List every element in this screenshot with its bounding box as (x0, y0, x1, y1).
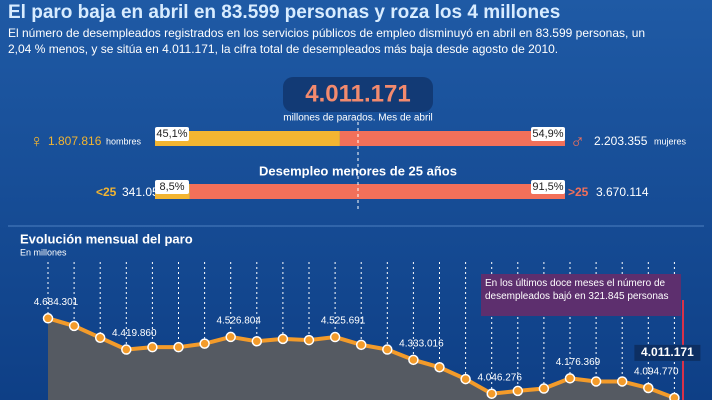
value-label: 4.094.770 (634, 367, 679, 378)
point (460, 373, 471, 385)
point (643, 382, 654, 394)
chart-title: Evolución mensual del paro (20, 231, 193, 246)
annotation: En los últimos doce meses el número de d… (485, 278, 669, 302)
value-label: 4.046.276 (477, 372, 522, 383)
total-caption: millones de parados. Mes de abril (283, 113, 433, 124)
area (48, 318, 675, 400)
chart-subtitle: En millones (20, 247, 67, 257)
point (486, 388, 497, 399)
share-bar-left (155, 131, 340, 146)
point (251, 336, 263, 347)
share-tag-bg (155, 127, 189, 141)
point (303, 334, 315, 346)
share-label: 45,1% (156, 128, 187, 140)
point (277, 333, 289, 345)
point (669, 392, 680, 400)
left-label: hombres (106, 136, 142, 146)
left-count: 341.057 (122, 185, 166, 199)
value-label: 4.684.301 (34, 297, 79, 308)
point (590, 376, 602, 387)
value-label: 4.011.171 (641, 345, 694, 359)
title: El paro baja en abril en 83.599 personas… (8, 2, 560, 23)
right-label: mujeres (654, 136, 687, 146)
point (512, 385, 524, 397)
male-icon: ♂ (570, 131, 585, 153)
value-label: 4.333.016 (399, 338, 444, 349)
left-count: 1.807.816 (48, 134, 102, 148)
share-label: 54,9% (532, 128, 563, 140)
point (408, 354, 419, 366)
share-label: 8,5% (159, 181, 184, 193)
point (434, 362, 445, 373)
point (616, 376, 628, 387)
point (42, 313, 54, 324)
point (538, 383, 550, 394)
point (225, 331, 236, 343)
point (68, 320, 80, 332)
point (382, 344, 393, 355)
right-tag: >25 (568, 185, 589, 199)
point (147, 341, 158, 353)
point (94, 332, 106, 343)
value-label: 4.525.691 (321, 316, 366, 327)
left-tag: <25 (96, 185, 117, 199)
share-tag-bg (531, 180, 565, 194)
value-label-bg (634, 344, 701, 361)
total-box (283, 77, 433, 112)
total-value: 4.011.171 (305, 80, 410, 107)
value-label: 4.176.369 (556, 357, 601, 368)
share-bar-right (189, 184, 565, 199)
point (199, 338, 210, 349)
annotation-box (481, 274, 681, 316)
point (355, 339, 367, 351)
right-count: 2.203.355 (594, 134, 648, 148)
share-label: 91,5% (532, 181, 563, 193)
annotation-text: En los últimos doce meses el número de d… (485, 278, 669, 302)
share-tag-bg (531, 127, 565, 141)
point (329, 331, 341, 343)
point (564, 373, 576, 384)
right-count: 3.670.114 (596, 185, 649, 199)
female-icon: ♀ (30, 131, 44, 151)
share-bar-right (339, 131, 565, 146)
subtitle: El número de desempleados registrados en… (8, 26, 645, 40)
value-label: 4.419.860 (112, 328, 157, 339)
share-tag-bg (155, 180, 189, 194)
value-label: 4.526.804 (216, 316, 261, 327)
point (173, 341, 184, 353)
subtitle: 2,04 % menos, y se sitúa en 4.011.171, l… (8, 42, 558, 56)
point (121, 344, 132, 355)
